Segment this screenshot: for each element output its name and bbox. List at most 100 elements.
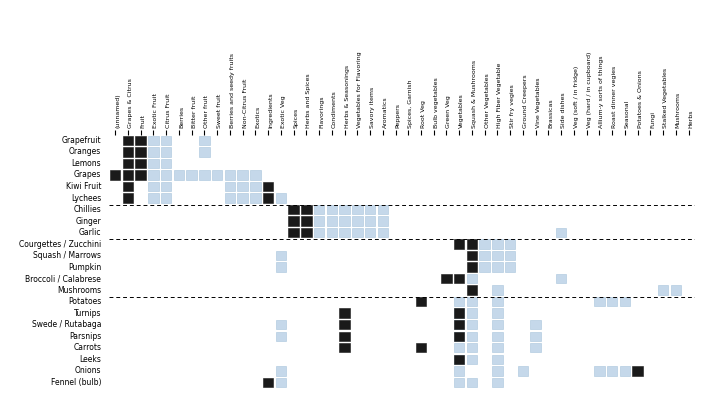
Bar [301,216,312,226]
Bar [454,331,465,341]
Bar [467,308,477,318]
Bar [199,170,210,180]
Bar [492,320,503,329]
Bar [276,193,286,203]
Bar [135,147,146,157]
Bar [161,182,171,191]
Bar [352,228,362,237]
Bar [454,297,465,307]
Bar [416,297,426,307]
Bar [454,354,465,364]
Bar [492,378,503,387]
Bar [442,274,451,284]
Bar [607,366,617,375]
Bar [467,263,477,272]
Bar [454,343,465,352]
Bar [314,205,324,214]
Bar [620,297,630,307]
Bar [365,216,376,226]
Bar [250,193,260,203]
Bar [467,274,477,284]
Bar [658,286,668,295]
Bar [492,354,503,364]
Bar [161,136,171,145]
Bar [339,331,350,341]
Bar [148,193,159,203]
Bar [263,193,273,203]
Bar [301,205,312,214]
Bar [289,205,299,214]
Bar [276,331,286,341]
Bar [556,274,567,284]
Bar [263,182,273,191]
Bar [467,354,477,364]
Bar [339,205,350,214]
Bar [531,320,541,329]
Bar [594,366,604,375]
Bar [276,263,286,272]
Bar [148,147,159,157]
Bar [135,170,146,180]
Bar [276,251,286,260]
Bar [339,308,350,318]
Bar [454,366,465,375]
Bar [505,263,515,272]
Bar [620,366,630,375]
Bar [607,297,617,307]
Bar [518,366,528,375]
Bar [378,228,388,237]
Bar [289,216,299,226]
Bar [492,297,503,307]
Bar [365,228,376,237]
Bar [161,193,171,203]
Bar [352,205,362,214]
Bar [225,170,235,180]
Bar [505,251,515,260]
Bar [123,147,133,157]
Bar [123,193,133,203]
Bar [199,147,210,157]
Bar [467,320,477,329]
Bar [339,320,350,329]
Bar [237,170,248,180]
Bar [556,228,567,237]
Bar [467,343,477,352]
Bar [454,274,465,284]
Bar [225,193,235,203]
Bar [161,147,171,157]
Bar [467,378,477,387]
Bar [479,251,490,260]
Bar [467,239,477,249]
Bar [492,263,503,272]
Bar [467,331,477,341]
Bar [263,378,273,387]
Bar [467,251,477,260]
Bar [187,170,197,180]
Bar [326,228,337,237]
Bar [492,286,503,295]
Bar [454,320,465,329]
Bar [110,170,121,180]
Bar [454,239,465,249]
Bar [161,170,171,180]
Bar [148,159,159,168]
Bar [594,297,604,307]
Bar [339,343,350,352]
Bar [467,297,477,307]
Bar [531,343,541,352]
Bar [492,251,503,260]
Bar [173,170,184,180]
Bar [135,136,146,145]
Bar [250,182,260,191]
Bar [314,216,324,226]
Bar [326,205,337,214]
Bar [492,343,503,352]
Bar [276,378,286,387]
Bar [148,182,159,191]
Bar [492,308,503,318]
Bar [161,159,171,168]
Bar [492,239,503,249]
Bar [301,228,312,237]
Bar [454,308,465,318]
Bar [123,159,133,168]
